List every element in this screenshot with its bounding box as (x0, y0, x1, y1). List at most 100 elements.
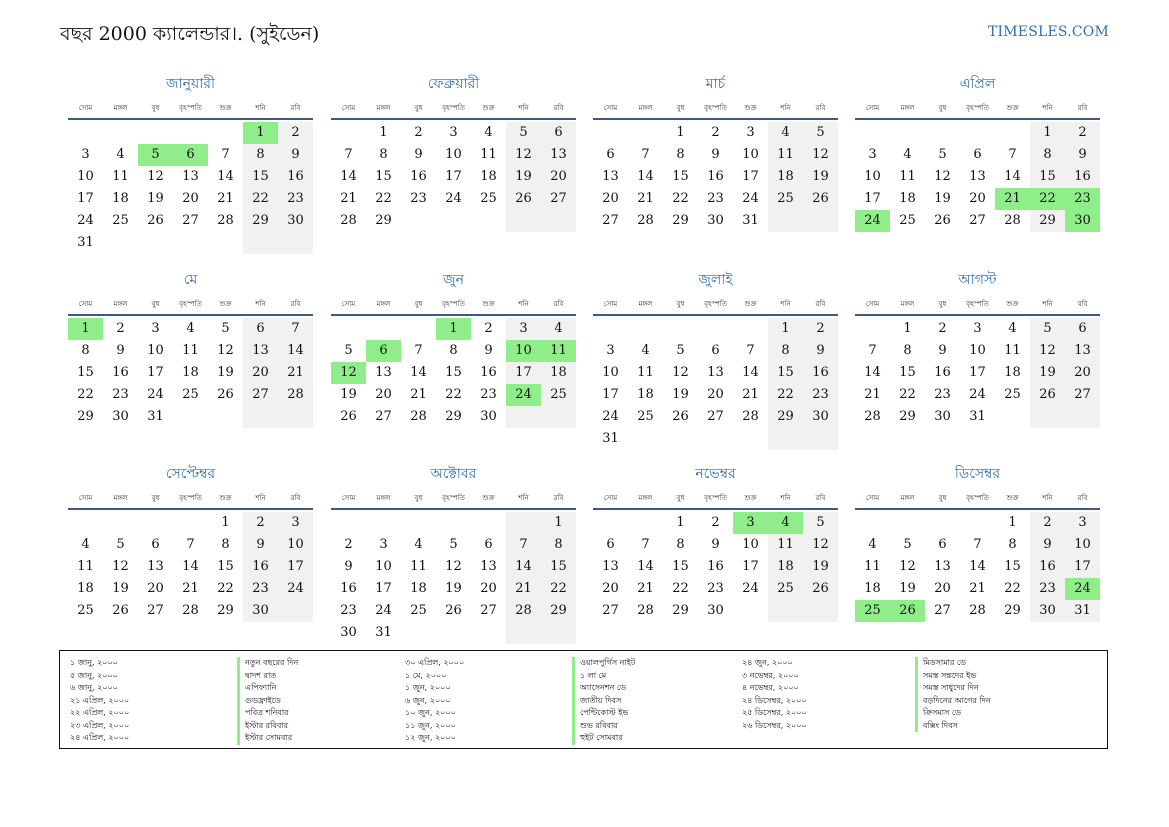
day-cell[interactable]: 29 (217, 603, 234, 618)
day-cell[interactable]: 4 (116, 147, 125, 162)
day-cell[interactable]: 31 (742, 213, 759, 228)
site-link[interactable]: TIMESLES.COM (988, 24, 1109, 40)
day-cell[interactable]: 8 (1030, 144, 1065, 166)
day-cell[interactable]: 13 (934, 559, 951, 574)
day-cell[interactable]: 2 (344, 537, 353, 552)
day-cell[interactable]: 14 (182, 559, 199, 574)
day-cell[interactable]: 1 (903, 321, 912, 336)
day-cell[interactable]: 7 (641, 147, 650, 162)
day-cell[interactable]: 8 (1008, 537, 1017, 552)
day-cell[interactable]: 30 (340, 625, 357, 640)
day-cell[interactable]: 16 (480, 365, 497, 380)
day-cell[interactable]: 25 (768, 188, 803, 210)
day-cell[interactable]: 28 (278, 384, 313, 406)
holiday-day-cell[interactable]: 1 (68, 318, 103, 340)
day-cell[interactable]: 15 (672, 559, 689, 574)
day-cell[interactable]: 26 (147, 213, 164, 228)
day-cell[interactable]: 7 (278, 318, 313, 340)
day-cell[interactable]: 7 (973, 537, 982, 552)
day-cell[interactable]: 9 (1065, 144, 1100, 166)
day-cell[interactable]: 19 (803, 556, 838, 578)
day-cell[interactable]: 10 (602, 365, 619, 380)
day-cell[interactable]: 17 (1065, 556, 1100, 578)
day-cell[interactable]: 26 (217, 387, 234, 402)
day-cell[interactable]: 18 (410, 581, 427, 596)
day-cell[interactable]: 15 (217, 559, 234, 574)
day-cell[interactable]: 2 (1030, 512, 1065, 534)
holiday-day-cell[interactable]: 30 (1065, 210, 1100, 232)
day-cell[interactable]: 17 (77, 191, 94, 206)
day-cell[interactable]: 30 (934, 409, 951, 424)
holiday-day-cell[interactable]: 6 (366, 340, 401, 362)
day-cell[interactable]: 29 (672, 603, 689, 618)
day-cell[interactable]: 22 (672, 191, 689, 206)
day-cell[interactable]: 25 (899, 213, 916, 228)
day-cell[interactable]: 16 (1065, 166, 1100, 188)
holiday-day-cell[interactable]: 24 (506, 384, 541, 406)
day-cell[interactable]: 10 (375, 559, 392, 574)
holiday-day-cell[interactable]: 11 (541, 340, 576, 362)
day-cell[interactable]: 25 (480, 191, 497, 206)
day-cell[interactable]: 13 (707, 365, 724, 380)
day-cell[interactable]: 31 (1065, 600, 1100, 622)
day-cell[interactable]: 5 (938, 147, 947, 162)
day-cell[interactable]: 24 (602, 409, 619, 424)
day-cell[interactable]: 6 (606, 147, 615, 162)
day-cell[interactable]: 28 (969, 603, 986, 618)
day-cell[interactable]: 13 (541, 144, 576, 166)
day-cell[interactable]: 4 (868, 537, 877, 552)
day-cell[interactable]: 4 (484, 125, 493, 140)
day-cell[interactable]: 23 (803, 384, 838, 406)
day-cell[interactable]: 1 (1008, 515, 1017, 530)
day-cell[interactable]: 2 (1065, 122, 1100, 144)
day-cell[interactable]: 24 (77, 213, 94, 228)
day-cell[interactable]: 9 (344, 559, 353, 574)
day-cell[interactable]: 25 (637, 409, 654, 424)
day-cell[interactable]: 2 (803, 318, 838, 340)
day-cell[interactable]: 22 (899, 387, 916, 402)
day-cell[interactable]: 7 (868, 343, 877, 358)
day-cell[interactable]: 15 (77, 365, 94, 380)
day-cell[interactable]: 5 (221, 321, 230, 336)
day-cell[interactable]: 18 (768, 556, 803, 578)
day-cell[interactable]: 14 (278, 340, 313, 362)
day-cell[interactable]: 20 (707, 387, 724, 402)
day-cell[interactable]: 29 (445, 409, 462, 424)
day-cell[interactable]: 24 (278, 578, 313, 600)
day-cell[interactable]: 4 (414, 537, 423, 552)
day-cell[interactable]: 27 (602, 213, 619, 228)
day-cell[interactable]: 9 (243, 534, 278, 556)
holiday-day-cell[interactable]: 26 (890, 600, 925, 622)
day-cell[interactable]: 12 (445, 559, 462, 574)
day-cell[interactable]: 25 (112, 213, 129, 228)
holiday-day-cell[interactable]: 12 (331, 362, 366, 384)
day-cell[interactable]: 9 (803, 340, 838, 362)
day-cell[interactable]: 6 (1065, 318, 1100, 340)
day-cell[interactable]: 31 (375, 625, 392, 640)
day-cell[interactable]: 29 (1030, 210, 1065, 232)
day-cell[interactable]: 22 (1004, 581, 1021, 596)
day-cell[interactable]: 31 (147, 409, 164, 424)
day-cell[interactable]: 22 (243, 188, 278, 210)
day-cell[interactable]: 31 (77, 235, 94, 250)
day-cell[interactable]: 19 (445, 581, 462, 596)
day-cell[interactable]: 28 (182, 603, 199, 618)
day-cell[interactable]: 3 (506, 318, 541, 340)
day-cell[interactable]: 27 (243, 384, 278, 406)
day-cell[interactable]: 9 (278, 144, 313, 166)
day-cell[interactable]: 18 (182, 365, 199, 380)
day-cell[interactable]: 3 (868, 147, 877, 162)
day-cell[interactable]: 6 (243, 318, 278, 340)
day-cell[interactable]: 26 (445, 603, 462, 618)
day-cell[interactable]: 31 (969, 409, 986, 424)
day-cell[interactable]: 15 (243, 166, 278, 188)
day-cell[interactable]: 17 (969, 365, 986, 380)
day-cell[interactable]: 27 (1065, 384, 1100, 406)
day-cell[interactable]: 17 (602, 387, 619, 402)
day-cell[interactable]: 27 (707, 409, 724, 424)
day-cell[interactable]: 21 (182, 581, 199, 596)
holiday-day-cell[interactable]: 23 (1065, 188, 1100, 210)
day-cell[interactable]: 26 (934, 213, 951, 228)
day-cell[interactable]: 1 (768, 318, 803, 340)
day-cell[interactable]: 11 (410, 559, 427, 574)
